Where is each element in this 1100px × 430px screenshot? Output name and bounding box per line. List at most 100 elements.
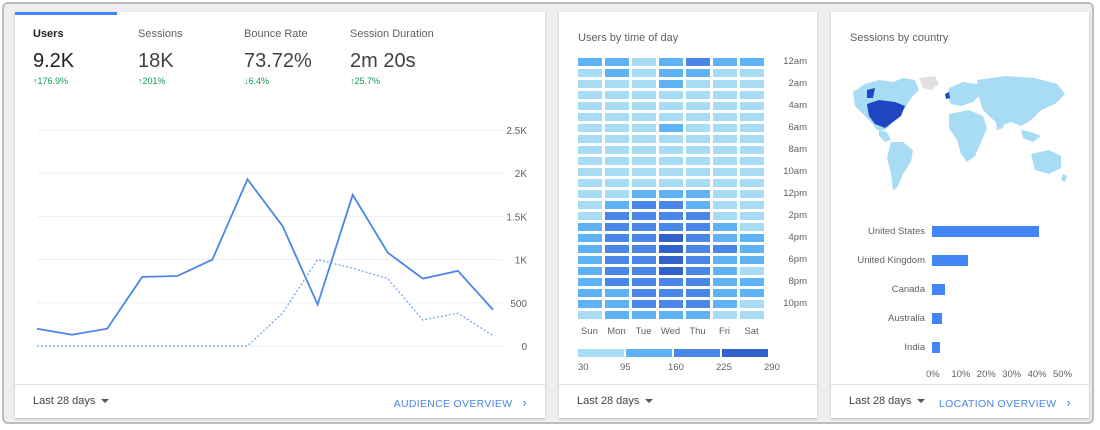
day-label: Sun — [581, 326, 598, 337]
heatmap-cell — [713, 91, 737, 99]
hour-label: 6pm — [788, 254, 807, 265]
heatmap-cell — [659, 69, 683, 77]
heatmap-cell — [740, 80, 764, 88]
map-europe — [947, 82, 981, 106]
audience-overview-link[interactable]: AUDIENCE OVERVIEW › — [393, 395, 527, 410]
heatmap-cell — [740, 58, 764, 66]
heatmap-cell — [740, 179, 764, 187]
y-tick-label: 500 — [510, 299, 527, 310]
heatmap-cell — [659, 113, 683, 121]
heatmap-cell — [578, 69, 602, 77]
heatmap-cell — [659, 212, 683, 220]
heatmap-cell — [632, 124, 656, 132]
tab-users[interactable]: Users 9.2K ↑176.9% — [33, 12, 133, 94]
heatmap-cell — [659, 256, 683, 264]
heatmap-cell — [578, 245, 602, 253]
tab-session-duration[interactable]: Session Duration 2m 20s ↑25.7% — [350, 12, 470, 94]
heatmap-cell — [713, 311, 737, 319]
heatmap-cell — [686, 223, 710, 231]
heatmap-cell — [578, 113, 602, 121]
heatmap-cell — [578, 157, 602, 165]
heatmap-cell — [740, 201, 764, 209]
heatmap-cell — [740, 289, 764, 297]
heatmap-cell — [632, 245, 656, 253]
heatmap-cell — [713, 124, 737, 132]
heatmap-cell — [605, 80, 629, 88]
scale-label: 160 — [668, 362, 684, 373]
heatmap-cell — [605, 234, 629, 242]
country-label: United Kingdom — [857, 255, 925, 266]
country-bar — [932, 226, 1039, 237]
map-alaska — [867, 88, 875, 98]
hour-label: 8pm — [788, 276, 807, 287]
country-label: Canada — [891, 284, 925, 295]
date-range-dropdown[interactable]: Last 28 days — [849, 395, 926, 407]
heatmap-cell — [578, 201, 602, 209]
date-range-dropdown[interactable]: Last 28 days — [33, 395, 110, 407]
card-footer: Last 28 days LOCATION OVERVIEW › — [831, 384, 1089, 418]
tab-change: ↑176.9% — [33, 76, 69, 86]
heatmap-cell — [578, 190, 602, 198]
scale-swatch — [722, 349, 768, 357]
heatmap-cell — [686, 234, 710, 242]
heatmap-cell — [659, 168, 683, 176]
heatmap-cell — [659, 289, 683, 297]
tab-change: ↑25.7% — [350, 76, 381, 86]
tab-label: Bounce Rate — [244, 28, 308, 40]
hour-label: 8am — [788, 144, 807, 155]
heatmap-cell — [686, 212, 710, 220]
heatmap-cell — [578, 278, 602, 286]
heatmap-cell — [686, 267, 710, 275]
map-south-america — [887, 142, 913, 190]
heatmap-cell — [713, 179, 737, 187]
heatmap-cell — [686, 289, 710, 297]
heatmap-cell — [740, 135, 764, 143]
heatmap-cell — [632, 69, 656, 77]
heatmap-cell — [713, 157, 737, 165]
heatmap-cell — [659, 300, 683, 308]
heatmap-cell — [713, 267, 737, 275]
heatmap-cell — [740, 91, 764, 99]
heatmap-cell — [686, 256, 710, 264]
heatmap-cell — [632, 113, 656, 121]
heatmap-cell — [713, 190, 737, 198]
heatmap-cell — [740, 267, 764, 275]
heatmap-cell — [605, 201, 629, 209]
heatmap-cell — [686, 58, 710, 66]
hour-label: 12pm — [783, 188, 807, 199]
hour-label: 10am — [783, 166, 807, 177]
heatmap-cell — [740, 300, 764, 308]
x-tick-label: 40% — [1027, 369, 1047, 380]
heatmap-cell — [659, 179, 683, 187]
tab-sessions[interactable]: Sessions 18K ↑201% — [138, 12, 238, 94]
heatmap-cell — [605, 190, 629, 198]
heatmap-cell — [659, 124, 683, 132]
country-bar — [932, 284, 945, 295]
location-overview-link[interactable]: LOCATION OVERVIEW › — [939, 395, 1071, 410]
heatmap-cell — [632, 267, 656, 275]
active-tab-indicator — [15, 12, 117, 15]
heatmap-cell — [578, 179, 602, 187]
heatmap-cell — [686, 168, 710, 176]
heatmap-cell — [605, 58, 629, 66]
heatmap-cell — [740, 190, 764, 198]
map-australia — [1031, 150, 1061, 174]
heatmap-cell — [578, 267, 602, 275]
heatmap-cell — [605, 256, 629, 264]
heatmap-cell — [605, 69, 629, 77]
heatmap-cell — [632, 278, 656, 286]
heatmap-cell — [659, 80, 683, 88]
tab-bounce-rate[interactable]: Bounce Rate 73.72% ↓6.4% — [244, 12, 344, 94]
heatmap-cell — [740, 256, 764, 264]
heatmap-cell — [740, 146, 764, 154]
caret-down-icon — [101, 399, 110, 404]
y-tick-label: 0 — [521, 342, 527, 353]
heatmap-cell — [713, 245, 737, 253]
heatmap-cell — [686, 124, 710, 132]
heatmap-cell — [632, 58, 656, 66]
tab-value: 9.2K — [33, 50, 75, 72]
heatmap-cell — [632, 289, 656, 297]
heatmap-cell — [740, 234, 764, 242]
heatmap-cell — [632, 256, 656, 264]
date-range-dropdown[interactable]: Last 28 days — [577, 395, 654, 407]
